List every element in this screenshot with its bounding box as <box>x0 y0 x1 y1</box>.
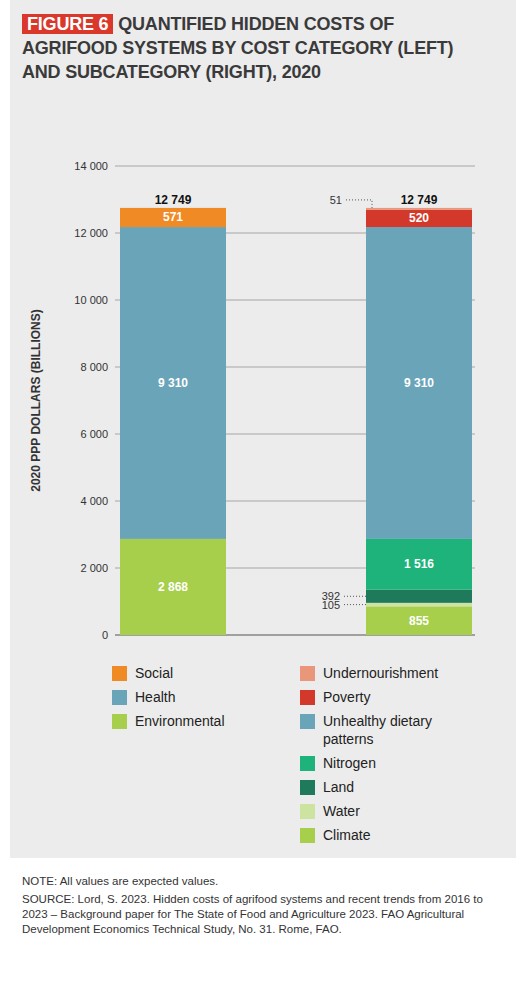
tick-label: 8 000 <box>80 361 108 373</box>
tick-label: 12 000 <box>74 227 108 239</box>
legend-item: Land <box>300 778 490 796</box>
legend-swatch <box>300 804 315 819</box>
legend-swatch <box>300 690 315 705</box>
leader-line <box>344 596 366 597</box>
grid-line <box>115 166 475 167</box>
legend-item: Climate <box>300 826 490 844</box>
legend-label: Social <box>135 664 173 682</box>
tick-label: 10 000 <box>74 294 108 306</box>
bars <box>120 208 472 635</box>
bar-segment <box>366 539 472 590</box>
page: {"chart_data": {"type": "bar", "stacked"… <box>0 0 526 996</box>
legend-item: Water <box>300 802 490 820</box>
labels: 2 8689 31057112 7498551053921 5169 31052… <box>155 193 438 628</box>
axis-label: 2020 PPP DOLLARS (BILLIONS) <box>29 309 43 491</box>
title: FIGURE 6 QUANTIFIED HIDDEN COSTS OF AGRI… <box>22 12 492 84</box>
legend-label: Undernourishment <box>323 664 438 682</box>
legend-swatch <box>112 714 127 729</box>
bar-segment <box>366 227 472 539</box>
data-label: 2 868 <box>158 580 188 594</box>
bar-segment <box>366 606 472 635</box>
bar-segment <box>366 603 472 607</box>
data-label: 392 <box>322 590 340 602</box>
data-label: 9 310 <box>158 376 188 390</box>
leader-line <box>344 604 366 605</box>
bar-segment <box>120 208 226 227</box>
legend-item: Undernourishment <box>300 664 490 682</box>
legend-item: Environmental <box>112 712 282 730</box>
legend-column: Social Health Environmental <box>112 664 282 736</box>
legend-label: Land <box>323 778 354 796</box>
legend-item: Health <box>112 688 282 706</box>
note: NOTE: All values are expected values. <box>22 874 497 889</box>
bar-segment <box>120 227 226 539</box>
legend-label: Climate <box>323 826 370 844</box>
legend-swatch <box>112 666 127 681</box>
legend-label: Nitrogen <box>323 754 376 772</box>
total-label: 12 749 <box>155 193 192 207</box>
legend-swatch <box>300 780 315 795</box>
legend-swatch <box>300 714 315 729</box>
total-label: 12 749 <box>401 193 438 207</box>
leader-line <box>346 200 372 208</box>
bar-segment <box>120 539 226 635</box>
legend-label: Health <box>135 688 175 706</box>
data-label: 51 <box>330 194 342 206</box>
legend-item: Social <box>112 664 282 682</box>
legend-label: Environmental <box>135 712 225 730</box>
notes: NOTE: All values are expected values. SOU… <box>22 874 497 940</box>
legend-column: Undernourishment Poverty Unhealthy dietary… <box>300 664 490 850</box>
data-label: 9 310 <box>404 376 434 390</box>
data-label: 520 <box>409 211 429 225</box>
legend-item: Nitrogen <box>300 754 490 772</box>
legend-swatch <box>112 690 127 705</box>
chart: 0 2 000 4 000 6 000 8 000 10 000 12 000 14 000 2… <box>0 0 526 996</box>
bar-segment <box>366 208 472 210</box>
bar-segment <box>366 210 472 227</box>
data-label: 855 <box>409 614 429 628</box>
tick-label: 0 <box>102 629 108 641</box>
bar-segment <box>366 590 472 603</box>
legend-swatch <box>300 756 315 771</box>
legend-item: Poverty <box>300 688 490 706</box>
legend-label: Water <box>323 802 360 820</box>
source: SOURCE: Lord, S. 2023. Hidden costs of a… <box>22 892 497 937</box>
tick-label: 2 000 <box>80 562 108 574</box>
figure-label: FIGURE 6 <box>22 14 113 34</box>
legend-swatch <box>300 666 315 681</box>
legend-swatch <box>300 828 315 843</box>
legend-item: Unhealthy dietary patterns <box>300 712 490 748</box>
data-label: 1 516 <box>404 557 434 571</box>
legend-label: Poverty <box>323 688 370 706</box>
tick-label: 4 000 <box>80 495 108 507</box>
legend-label: Unhealthy dietary patterns <box>323 712 473 748</box>
data-label: 571 <box>163 210 183 224</box>
grid <box>115 166 475 635</box>
tick-label: 6 000 <box>80 428 108 440</box>
tick-label: 14 000 <box>74 160 108 172</box>
